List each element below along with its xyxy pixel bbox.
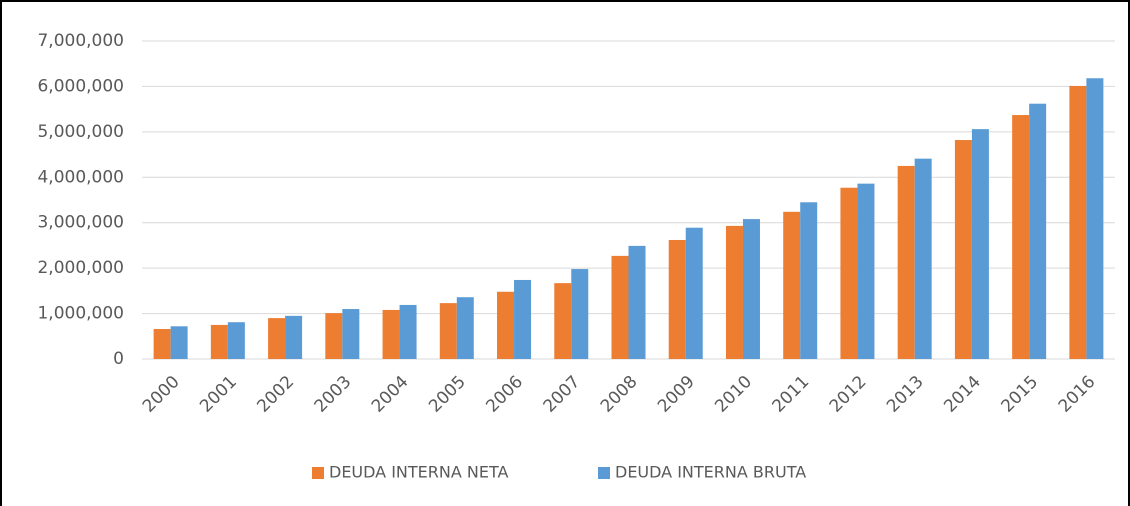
x-tick-label: 2002 (253, 372, 298, 417)
x-tick-label: 2001 (196, 372, 241, 417)
x-tick-label: 2013 (883, 372, 928, 417)
bar (382, 309, 400, 359)
legend-swatch (312, 467, 324, 479)
y-tick-label: 1,000,000 (37, 304, 124, 324)
x-tick-label: 2011 (769, 372, 814, 417)
y-tick-label: 3,000,000 (37, 213, 124, 233)
bar (1029, 103, 1047, 359)
bar (439, 303, 457, 359)
bar (554, 283, 572, 359)
x-tick-label: 2008 (597, 372, 642, 417)
bar (840, 187, 858, 359)
bar (1012, 115, 1030, 359)
bar (742, 219, 760, 359)
x-tick-label: 2016 (1055, 372, 1100, 417)
y-tick-label: 4,000,000 (37, 167, 124, 187)
y-tick-label: 6,000,000 (37, 76, 124, 96)
legend-label: DEUDA INTERNA NETA (329, 463, 509, 482)
bar (725, 225, 743, 359)
y-tick-label: 0 (113, 349, 124, 369)
bar (497, 291, 515, 359)
bar (285, 315, 303, 359)
x-tick-label: 2003 (311, 372, 356, 417)
bar (268, 318, 286, 359)
bar (1086, 78, 1104, 359)
bar (685, 227, 703, 359)
x-tick-label: 2006 (482, 372, 527, 417)
x-tick-label: 2000 (139, 372, 184, 417)
bar (170, 326, 188, 359)
bar (210, 324, 228, 359)
x-tick-label: 2015 (997, 372, 1042, 417)
bar (342, 309, 360, 359)
x-tick-label: 2007 (540, 372, 585, 417)
x-tick-label: 2012 (826, 372, 871, 417)
bar (153, 329, 171, 359)
bar (914, 158, 932, 359)
bar (1069, 85, 1087, 359)
bar (628, 245, 646, 359)
bar (897, 165, 915, 359)
x-tick-label: 2005 (425, 372, 470, 417)
bar (857, 183, 875, 359)
x-tick-label: 2014 (940, 372, 985, 417)
y-tick-label: 5,000,000 (37, 122, 124, 142)
x-tick-label: 2010 (711, 372, 756, 417)
bar (514, 279, 532, 359)
y-tick-label: 7,000,000 (37, 31, 124, 51)
bar (456, 297, 474, 359)
bar (571, 269, 589, 359)
legend-label: DEUDA INTERNA BRUTA (615, 463, 806, 482)
bar (954, 140, 972, 359)
bar (227, 322, 245, 359)
x-tick-label: 2004 (368, 372, 413, 417)
bar (399, 304, 417, 359)
bar (325, 313, 343, 359)
y-tick-label: 2,000,000 (37, 258, 124, 278)
bar (783, 211, 801, 359)
bar (611, 255, 629, 359)
bar (800, 202, 818, 359)
x-tick-label: 2009 (654, 372, 699, 417)
legend-swatch (598, 467, 610, 479)
bar (971, 129, 989, 359)
bar (668, 239, 686, 359)
